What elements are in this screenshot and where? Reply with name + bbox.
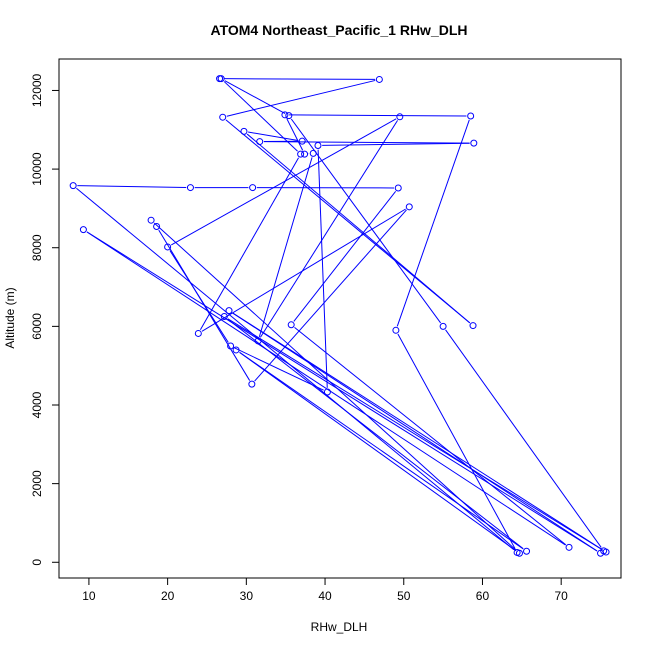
data-point <box>69 182 77 190</box>
data-point <box>298 137 306 145</box>
series-segment <box>223 78 376 80</box>
data-point <box>217 75 225 83</box>
series-segment <box>224 80 286 115</box>
series-segment <box>254 209 407 382</box>
data-point <box>285 112 293 120</box>
y-axis-label: Altitude (m) <box>3 287 17 348</box>
data-point <box>232 346 240 354</box>
data-point <box>394 184 402 192</box>
x-tick-label: 10 <box>82 589 96 603</box>
data-point <box>220 313 228 321</box>
series-segment <box>317 149 328 388</box>
y-tick-label: 6000 <box>30 313 44 340</box>
series-segment <box>445 329 602 548</box>
data-point <box>309 149 317 157</box>
y-tick-label: 8000 <box>30 234 44 261</box>
data-point <box>467 112 475 120</box>
series-segment <box>158 229 251 381</box>
y-tick-label: 4000 <box>30 391 44 418</box>
data-point <box>600 547 608 555</box>
x-tick-label: 20 <box>161 589 175 603</box>
series-segment <box>86 231 598 552</box>
data-point <box>314 142 322 149</box>
series-segment <box>239 351 524 550</box>
series-segment <box>294 327 567 546</box>
data-point <box>523 547 531 555</box>
x-tick-label: 50 <box>397 589 411 603</box>
data-point <box>186 184 194 192</box>
series-segment <box>199 157 299 331</box>
y-tick-label: 12000 <box>30 73 44 107</box>
y-axis: 0 2000 4000 6000 8000 10000 12000 <box>30 73 60 566</box>
chart-title: ATOM4 Northeast_Pacific_1 RHw_DLH <box>211 22 468 38</box>
x-tick-label: 70 <box>554 589 568 603</box>
data-point <box>225 307 233 315</box>
y-tick-label: 2000 <box>30 470 44 497</box>
data-point <box>256 138 264 146</box>
series-segment <box>227 318 603 551</box>
data-point <box>147 216 155 224</box>
data-point <box>469 322 477 330</box>
data-point <box>281 111 289 119</box>
series-segment <box>259 120 398 338</box>
series-segment <box>397 333 516 549</box>
series-segment <box>289 114 467 117</box>
data-point <box>470 139 478 147</box>
x-tick-label: 40 <box>318 589 332 603</box>
y-tick-label: 0 <box>30 559 44 566</box>
data-point <box>392 326 400 334</box>
series-segment <box>232 312 598 552</box>
x-axis: 10 20 30 40 50 60 70 <box>82 577 568 603</box>
data-point <box>375 75 383 83</box>
data-point <box>254 337 262 345</box>
series-segment <box>171 118 397 246</box>
data-point <box>323 388 331 396</box>
series-segment <box>232 312 603 551</box>
series-segment <box>246 133 471 324</box>
data-point <box>439 322 447 330</box>
series-segment <box>227 318 524 550</box>
x-tick-label: 60 <box>476 589 490 603</box>
series-segment <box>153 222 517 551</box>
series-segment <box>248 131 299 141</box>
data-point <box>249 184 257 192</box>
data-point <box>164 243 172 251</box>
x-axis-label: RHw_DLH <box>311 620 368 634</box>
data-point <box>248 380 256 388</box>
data-point <box>405 203 413 211</box>
series-segment <box>225 119 471 324</box>
data-point <box>219 113 227 121</box>
plot-area <box>69 75 610 557</box>
series-segment <box>286 118 304 151</box>
data-point <box>240 127 248 135</box>
series-segment <box>234 347 324 391</box>
data-point <box>396 113 404 121</box>
series-segment <box>293 190 397 322</box>
x-tick-label: 30 <box>240 589 254 603</box>
series-segment <box>322 142 470 146</box>
series-segment <box>226 79 376 117</box>
data-point <box>227 342 235 350</box>
data-point <box>565 543 573 551</box>
data-point <box>301 150 309 158</box>
data-point <box>194 329 202 337</box>
data-point <box>153 222 161 230</box>
series-segment <box>77 185 187 188</box>
y-tick-label: 10000 <box>30 152 44 186</box>
data-point <box>79 226 87 234</box>
data-point <box>297 150 305 158</box>
series-segment <box>86 231 566 546</box>
data-point <box>287 321 295 329</box>
series-segment <box>396 119 470 327</box>
series-segment <box>76 187 515 551</box>
series-segment <box>223 81 298 152</box>
series-segment <box>239 351 517 552</box>
data-point <box>515 549 523 557</box>
